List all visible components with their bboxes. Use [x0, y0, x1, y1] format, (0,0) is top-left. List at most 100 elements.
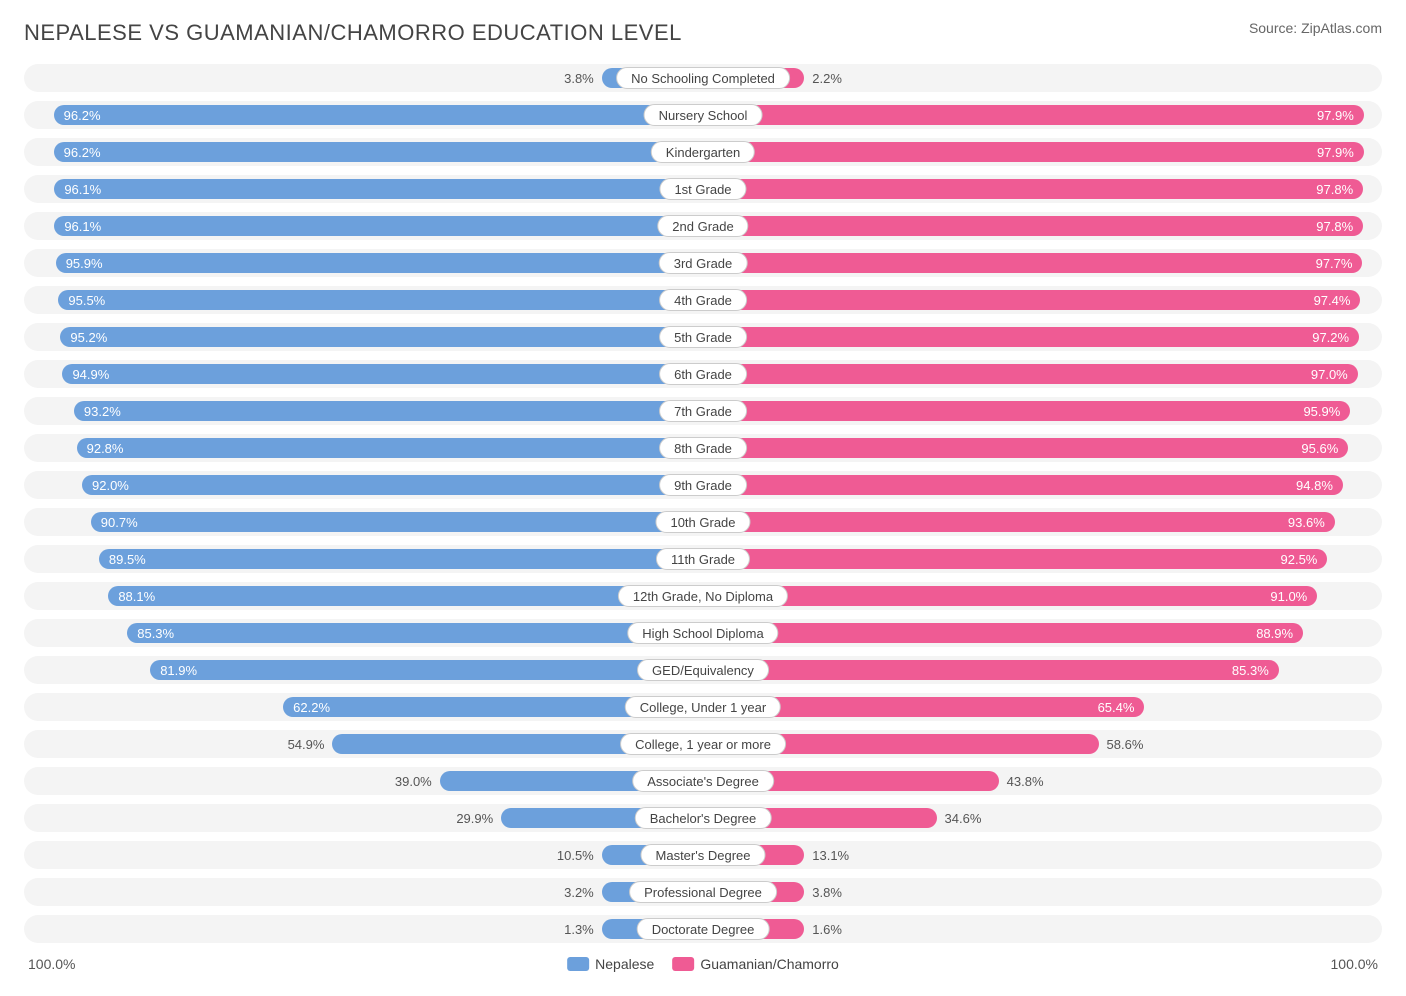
chart-row: 90.7%93.6%10th Grade [24, 508, 1382, 536]
bar-value-right: 97.4% [1314, 293, 1351, 308]
bar-value-right: 3.8% [812, 885, 842, 900]
bar-value-left: 3.8% [564, 71, 594, 86]
bar-half-left: 54.9% [28, 734, 703, 754]
bar-value-left: 85.3% [137, 626, 174, 641]
bar-half-right: 65.4% [703, 697, 1378, 717]
category-pill: Nursery School [644, 104, 763, 126]
bar-right: 93.6% [703, 512, 1335, 532]
bar-right: 88.9% [703, 623, 1303, 643]
bar-left: 81.9% [150, 660, 703, 680]
bar-value-left: 3.2% [564, 885, 594, 900]
axis-max-right: 100.0% [1331, 956, 1378, 972]
bar-left: 95.5% [58, 290, 703, 310]
category-pill: Bachelor's Degree [635, 807, 772, 829]
bar-half-right: 97.8% [703, 216, 1378, 236]
bar-value-right: 13.1% [812, 848, 849, 863]
category-pill: 6th Grade [659, 363, 747, 385]
category-pill: 2nd Grade [657, 215, 748, 237]
chart-row: 85.3% 88.9% High School Diploma [24, 619, 1382, 647]
bar-left: 96.1% [54, 216, 703, 236]
bar-half-right: 3.8% [703, 882, 1378, 902]
chart-row: 96.1% 97.8%1st Grade [24, 175, 1382, 203]
category-pill: 1st Grade [659, 178, 746, 200]
bar-value-right: 34.6% [945, 811, 982, 826]
chart-footer: 100.0% Nepalese Guamanian/Chamorro 100.0… [24, 952, 1382, 976]
bar-value-left: 88.1% [118, 589, 155, 604]
bar-half-left: 95.2% [28, 327, 703, 347]
bar-half-right: 97.9% [703, 142, 1378, 162]
chart-row: 92.8%95.6%8th Grade [24, 434, 1382, 462]
bar-left: 93.2% [74, 401, 703, 421]
category-pill: 12th Grade, No Diploma [618, 585, 788, 607]
category-pill: College, Under 1 year [625, 696, 781, 718]
bar-half-right: 58.6% [703, 734, 1378, 754]
bar-half-right: 95.9% [703, 401, 1378, 421]
bar-left: 89.5% [99, 549, 703, 569]
bar-value-right: 91.0% [1270, 589, 1307, 604]
legend-label-left: Nepalese [595, 956, 654, 972]
bar-half-left: 96.2% [28, 142, 703, 162]
bar-value-right: 2.2% [812, 71, 842, 86]
bar-half-left: 39.0% [28, 771, 703, 791]
bar-right: 97.9% [703, 105, 1364, 125]
chart-row: 95.5% 97.4% 4th Grade [24, 286, 1382, 314]
bar-half-left: 96.1% [28, 179, 703, 199]
bar-half-right: 34.6% [703, 808, 1378, 828]
chart-row: 93.2% 95.9% 7th Grade [24, 397, 1382, 425]
bar-half-right: 13.1% [703, 845, 1378, 865]
legend-label-right: Guamanian/Chamorro [700, 956, 839, 972]
bar-half-left: 92.8% [28, 438, 703, 458]
chart-row: 95.2%97.2%5th Grade [24, 323, 1382, 351]
category-pill: Associate's Degree [632, 770, 774, 792]
bar-left: 95.9% [56, 253, 703, 273]
category-pill: 4th Grade [659, 289, 747, 311]
legend-item-right: Guamanian/Chamorro [672, 956, 839, 972]
bar-half-right: 2.2% [703, 68, 1378, 88]
bar-half-left: 81.9% [28, 660, 703, 680]
bar-half-right: 43.8% [703, 771, 1378, 791]
category-pill: 7th Grade [659, 400, 747, 422]
bar-right: 85.3% [703, 660, 1279, 680]
bar-value-right: 95.6% [1301, 441, 1338, 456]
bar-half-left: 93.2% [28, 401, 703, 421]
bar-value-left: 10.5% [557, 848, 594, 863]
bar-right: 97.9% [703, 142, 1364, 162]
bar-right: 97.7% [703, 253, 1362, 273]
chart-row: 10.5% 13.1% Master's Degree [24, 841, 1382, 869]
bar-half-left: 95.5% [28, 290, 703, 310]
bar-half-right: 97.8% [703, 179, 1378, 199]
category-pill: Master's Degree [641, 844, 766, 866]
category-pill: High School Diploma [627, 622, 778, 644]
bar-half-left: 95.9% [28, 253, 703, 273]
bar-value-right: 94.8% [1296, 478, 1333, 493]
bar-right: 95.9% [703, 401, 1350, 421]
bar-value-right: 85.3% [1232, 663, 1269, 678]
bar-half-right: 97.9% [703, 105, 1378, 125]
bar-half-left: 10.5% [28, 845, 703, 865]
bar-value-left: 1.3% [564, 922, 594, 937]
legend-item-left: Nepalese [567, 956, 654, 972]
bar-value-right: 95.9% [1303, 404, 1340, 419]
legend-swatch-right [672, 957, 694, 971]
bar-value-left: 54.9% [288, 737, 325, 752]
bar-value-left: 29.9% [456, 811, 493, 826]
category-pill: GED/Equivalency [637, 659, 769, 681]
chart-row: 81.9% 85.3% GED/Equivalency [24, 656, 1382, 684]
bar-half-right: 93.6% [703, 512, 1378, 532]
bar-right: 97.4% [703, 290, 1360, 310]
bar-value-left: 89.5% [109, 552, 146, 567]
bar-value-left: 95.5% [68, 293, 105, 308]
bar-value-left: 96.1% [64, 182, 101, 197]
bar-value-right: 1.6% [812, 922, 842, 937]
chart-row: 39.0%43.8%Associate's Degree [24, 767, 1382, 795]
bar-left: 90.7% [91, 512, 703, 532]
chart-row: 94.9%97.0%6th Grade [24, 360, 1382, 388]
bar-right: 97.2% [703, 327, 1359, 347]
chart-row: 92.0%94.8%9th Grade [24, 471, 1382, 499]
bar-left: 85.3% [127, 623, 703, 643]
source-attribution: Source: ZipAtlas.com [1249, 20, 1382, 36]
bar-value-right: 88.9% [1256, 626, 1293, 641]
bar-value-left: 62.2% [293, 700, 330, 715]
chart-row: 1.3%1.6%Doctorate Degree [24, 915, 1382, 943]
bar-value-right: 65.4% [1098, 700, 1135, 715]
